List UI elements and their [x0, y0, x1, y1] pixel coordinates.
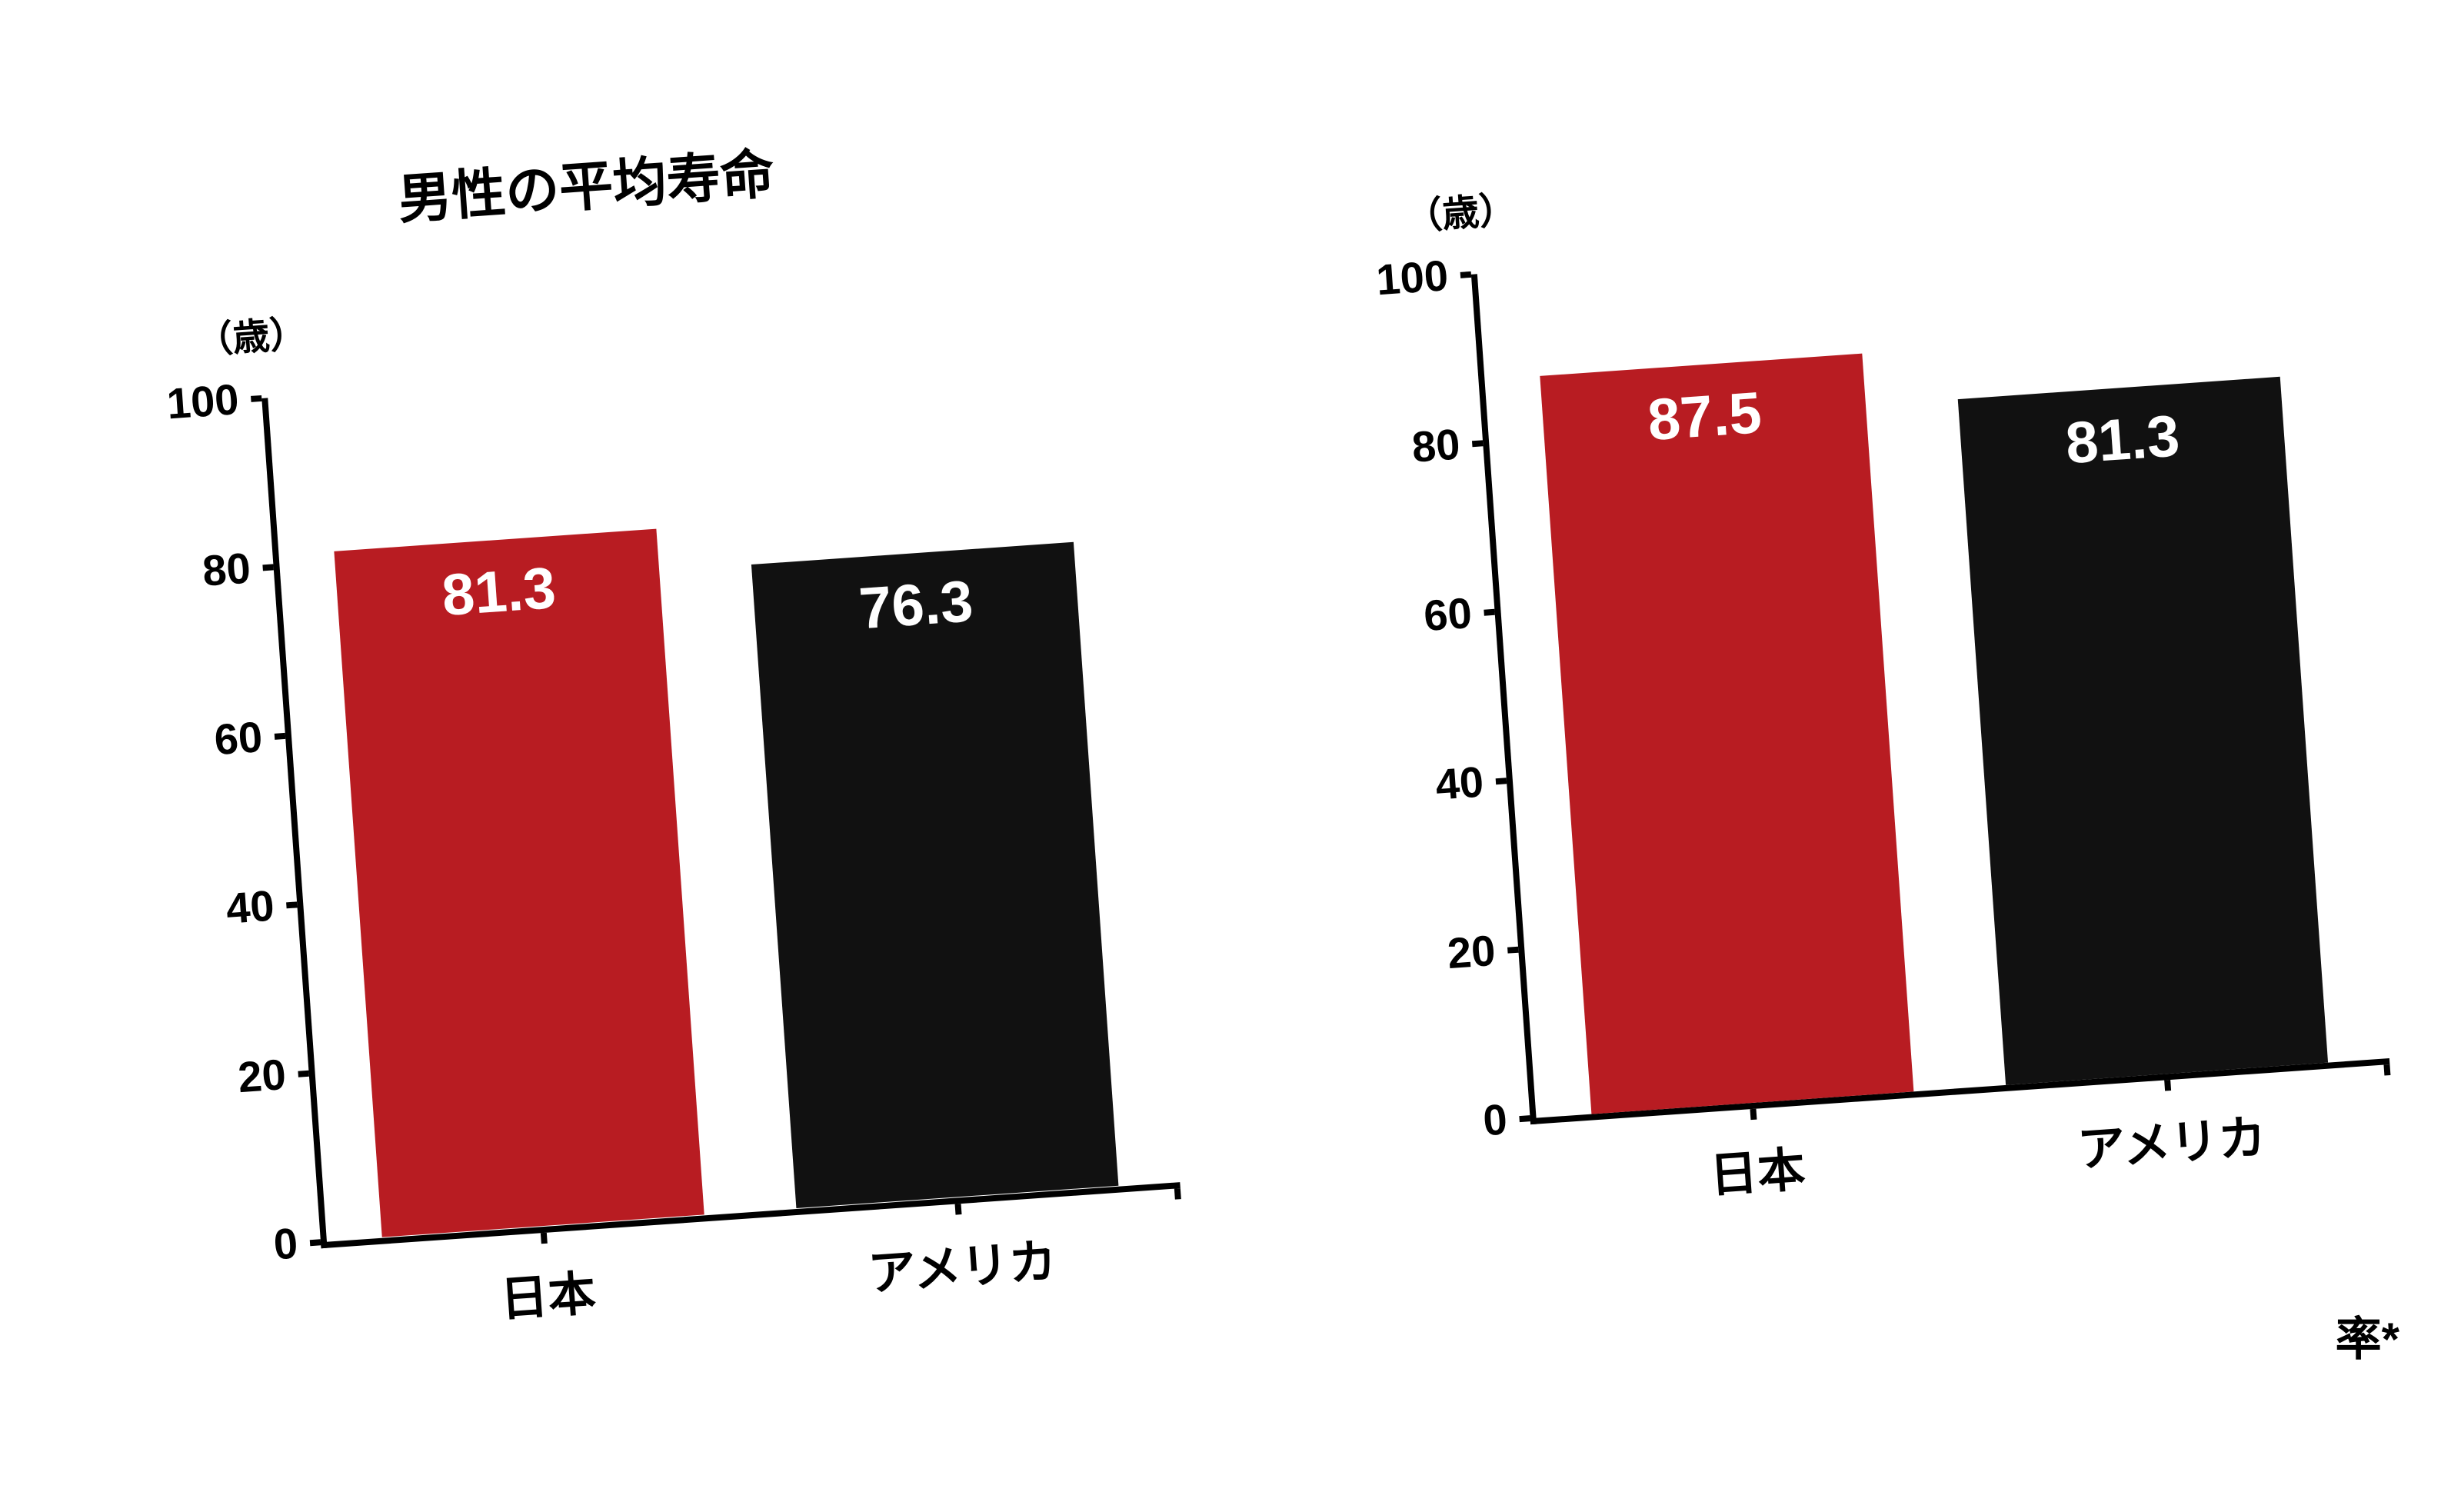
y-axis — [261, 398, 327, 1248]
y-tick-label: 60 — [1294, 588, 1474, 650]
y-tick-mark — [1496, 778, 1507, 784]
y-tick-mark — [1519, 1115, 1530, 1122]
y-tick-label: 100 — [1270, 250, 1450, 312]
x-tick-mark — [1174, 1188, 1181, 1200]
y-tick-mark — [262, 564, 274, 571]
x-category-label: 日本 — [1593, 1122, 1920, 1214]
bar — [1540, 353, 1913, 1114]
y-tick-label: 40 — [1305, 756, 1485, 818]
y-tick-mark — [1484, 609, 1495, 616]
x-tick-mark — [2164, 1080, 2171, 1091]
y-tick-mark — [286, 901, 298, 908]
y-unit-label: （歳） — [194, 302, 308, 364]
y-tick-mark — [1460, 271, 1472, 278]
y-tick-mark — [1472, 440, 1484, 447]
y-tick-label: 80 — [72, 542, 252, 604]
y-tick-label: 100 — [61, 374, 241, 436]
chart-area: （歳）02040608010081.3日本76.3アメリカ — [54, 214, 1203, 1363]
y-tick-label: 60 — [84, 711, 264, 774]
y-tick-label: 0 — [1329, 1094, 1509, 1156]
x-category-label: アメリカ — [798, 1217, 1125, 1308]
chart-area: （歳）02040608010087.5日本81.3アメリカ — [1263, 91, 2412, 1240]
y-tick-label: 40 — [96, 880, 276, 942]
x-category-label: 日本 — [385, 1246, 711, 1337]
y-tick-label: 20 — [1317, 925, 1497, 987]
x-tick-mark — [2383, 1064, 2390, 1076]
bar — [334, 529, 704, 1237]
y-tick-label: 80 — [1281, 418, 1461, 481]
footnote-fragment: 率* — [2336, 1302, 2399, 1369]
y-tick-mark — [251, 395, 262, 401]
y-tick-mark — [298, 1070, 309, 1077]
chart-title: 男性の平均寿命 — [395, 130, 777, 234]
y-tick-label: 0 — [119, 1217, 299, 1280]
y-axis — [1471, 274, 1537, 1124]
x-tick-mark — [541, 1232, 548, 1244]
x-tick-mark — [1750, 1109, 1757, 1121]
tilted-container: 男性の平均寿命 （歳）02040608010081.3日本76.3アメリカ （歳… — [0, 0, 2461, 1512]
chart-panel-male: 男性の平均寿命 （歳）02040608010081.3日本76.3アメリカ — [46, 106, 1203, 1364]
y-tick-label: 20 — [108, 1048, 288, 1111]
bar — [1958, 376, 2328, 1084]
x-category-label: アメリカ — [2008, 1094, 2335, 1185]
y-tick-mark — [275, 732, 286, 739]
x-tick-mark — [955, 1204, 962, 1215]
chart-panel-female: （歳）02040608010087.5日本81.3アメリカ — [1261, 60, 2413, 1240]
y-unit-label: （歳） — [1404, 179, 1518, 241]
y-tick-mark — [1507, 947, 1519, 954]
y-tick-mark — [310, 1239, 321, 1246]
